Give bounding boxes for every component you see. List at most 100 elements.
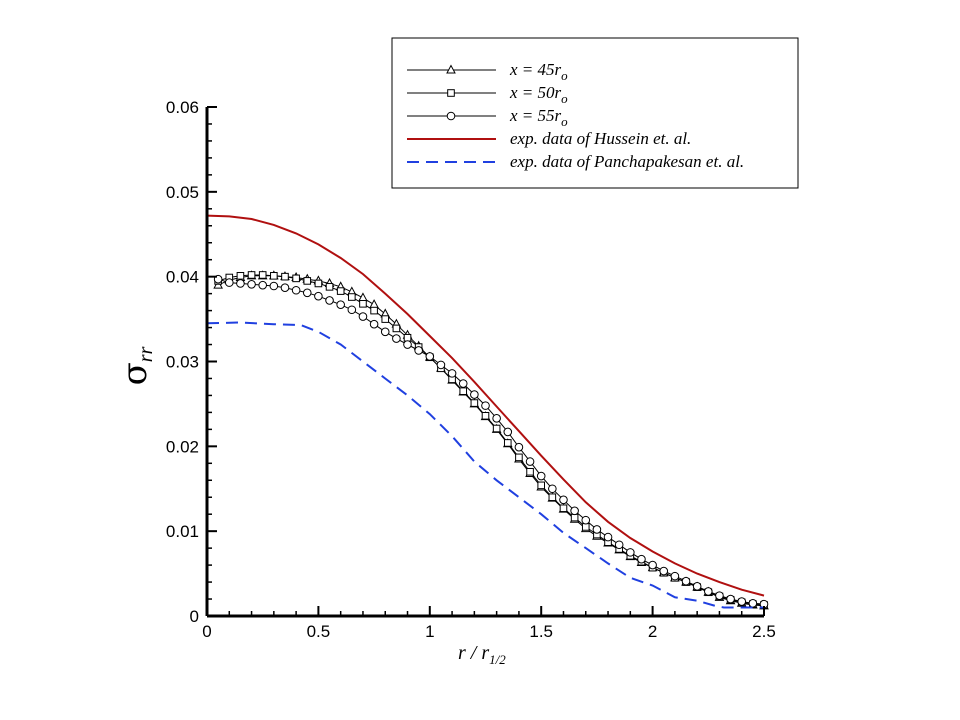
ticks: 0 0.5 1 1.5 2 2.5 0 0.01 0.02 0.03 0.04 0.05 0.06 [166,98,776,641]
series-line [206,214,765,597]
data-point [726,594,735,604]
series-line [206,321,764,609]
data-point [336,287,345,295]
data-point [403,340,412,349]
data-point [748,598,758,608]
data-point [247,280,256,289]
data-point [436,360,446,370]
data-point [336,300,345,309]
data-point [470,399,479,407]
data-point [314,279,323,288]
data-point [581,523,590,531]
data-point [269,281,279,291]
data-point [548,493,557,502]
data-point [492,424,501,433]
x-tick-label: 2.5 [752,622,776,641]
data-point [503,427,513,437]
y-tick-label: 0.06 [166,98,199,117]
data-point [258,271,267,279]
series-4 [206,214,765,597]
data-point [381,315,390,323]
data-point [380,327,390,337]
legend-entry: x = 45ro [407,60,568,83]
data-point [447,369,457,378]
data-point [224,278,234,287]
data-point [325,283,334,291]
data-point [715,591,724,600]
data-point [603,532,613,542]
data-point [515,453,523,462]
y-tick-label: 0.05 [166,183,199,202]
data-point [536,471,546,481]
data-point [270,272,278,280]
x-tick-label: 0.5 [307,622,331,641]
x-tick-label: 1.5 [529,622,553,641]
legend-entry: exp. data of Panchapakesan et. al. [407,152,744,171]
x-tick-label: 0 [202,622,211,641]
x-tick-label: 1 [425,622,434,641]
legend-marker [446,64,456,74]
data-point [236,279,245,288]
series-line [217,278,765,605]
data-point [358,312,368,321]
legend-box [391,37,799,189]
data-point [570,506,579,516]
data-point [281,272,289,281]
data-point [481,401,490,410]
data-point [403,333,412,342]
series-1 [213,270,769,610]
data-point [648,560,657,570]
series-line [217,274,765,606]
series-line [217,275,765,607]
data-point [302,288,312,298]
y-tick-label: 0 [190,607,199,626]
data-point [369,299,379,309]
data-point [570,513,579,522]
data-point [614,540,624,550]
data-point [348,293,356,301]
data-point [526,467,534,476]
data-point [525,457,535,466]
x-tick-label: 2 [648,622,657,641]
data-point [303,277,312,285]
series-3 [213,274,769,609]
data-point [392,324,401,333]
legend-label: x = 45ro [509,60,568,83]
data-point [592,525,602,534]
data-point [670,571,680,581]
data-point [325,296,334,305]
data-point [370,306,378,315]
series-layer [206,214,769,610]
data-point [470,390,479,399]
data-point [737,597,747,606]
data-point [458,379,468,388]
legend-label: x = 50ro [509,83,568,106]
data-point [681,576,691,586]
data-point [258,280,268,290]
legend-entry: x = 55ro [407,106,568,129]
legend-label: exp. data of Hussein et. al. [510,129,691,148]
data-point [559,495,568,505]
y-tick-label: 0.01 [166,522,199,541]
data-point [414,346,423,355]
data-point [659,566,669,576]
legend-label: exp. data of Panchapakesan et. al. [510,152,744,171]
data-point [481,411,490,420]
data-point [514,442,524,452]
data-point [692,582,702,591]
legend-entry: exp. data of Hussein et. al. [407,129,691,148]
data-point [459,387,468,395]
data-point [704,587,713,596]
series-2 [214,271,768,609]
data-point [425,352,435,361]
x-axis-label: r / r1/2 [458,642,506,667]
legend-label: x = 55ro [509,106,568,129]
data-point [503,439,512,447]
data-point [292,274,300,283]
data-point [369,319,379,329]
data-point [626,548,635,557]
legend-marker [447,89,455,97]
series-5 [206,321,764,609]
data-point [247,271,256,279]
